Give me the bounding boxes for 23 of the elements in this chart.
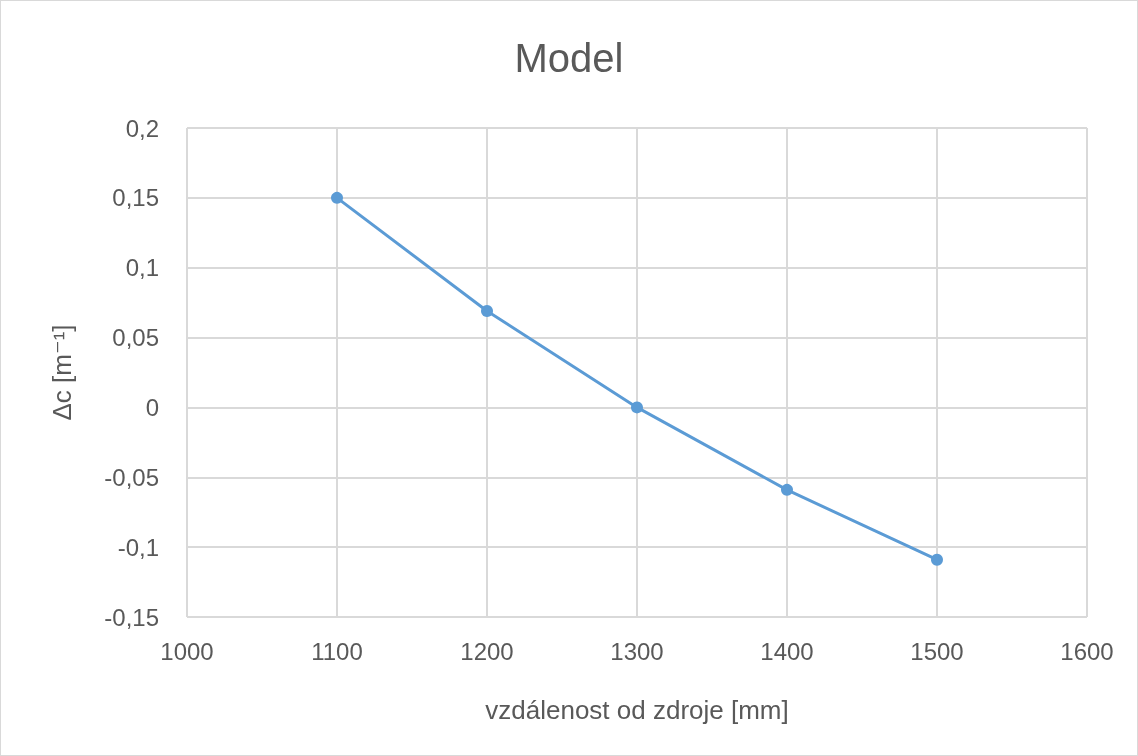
y-tick-label: 0,05	[112, 324, 159, 352]
y-tick-label: -0,05	[104, 463, 159, 491]
point	[931, 553, 943, 566]
chart-title: Model	[514, 36, 624, 80]
x-tick-label: 1500	[910, 637, 964, 665]
x-tick-label: 1200	[460, 637, 514, 665]
y-tick-label: 0,2	[125, 114, 159, 142]
point	[331, 191, 343, 204]
x-tick-label: 1100	[311, 637, 363, 665]
x-tick-label: 1600	[1060, 637, 1114, 665]
point	[631, 401, 643, 414]
x-axis-title: vzdálenost od zdroje [mm]	[485, 695, 789, 725]
y-tick-label: -0,15	[104, 603, 159, 631]
x-tick-label: 1400	[760, 637, 814, 665]
x-tick-label: 1000	[160, 637, 214, 665]
y-tick-label: 0,1	[125, 254, 159, 282]
y-axis-title: Δc [m⁻¹]	[47, 324, 77, 421]
y-tick-label: 0,15	[112, 184, 159, 212]
x-tick-label: 1300	[610, 637, 664, 665]
point	[481, 305, 493, 318]
y-tick-label: 0	[145, 393, 159, 421]
point	[781, 483, 793, 496]
y-tick-label: -0,1	[117, 533, 159, 561]
